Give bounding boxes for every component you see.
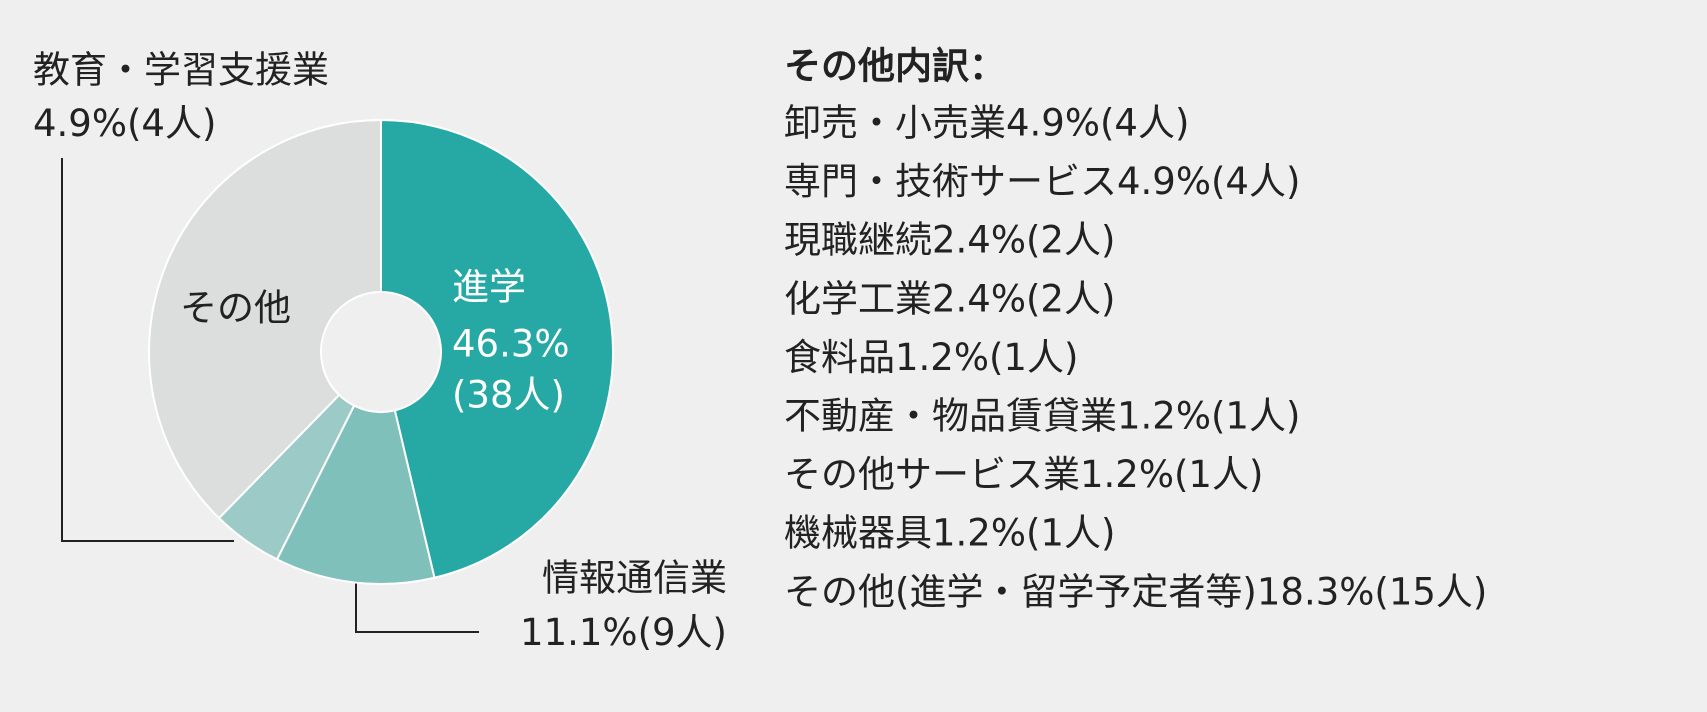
count-label: (38人) bbox=[452, 374, 565, 417]
leader-line bbox=[61, 158, 234, 542]
value-label: 11.1%(9人) bbox=[520, 611, 727, 654]
breakdown-item: 食料品1.2%(1人) bbox=[784, 336, 1078, 379]
donut-slice bbox=[148, 118, 382, 520]
count-label: (4人) bbox=[127, 102, 216, 145]
slice-label: その他 bbox=[180, 287, 291, 330]
value-label: 46.3% bbox=[452, 323, 570, 366]
donut-slice bbox=[275, 404, 436, 585]
slice-label: 情報通信業 bbox=[542, 557, 727, 600]
breakdown-item: 専門・技術サービス4.9%(4人) bbox=[784, 160, 1300, 203]
breakdown-item: 機械器具1.2%(1人) bbox=[784, 512, 1115, 555]
donut-slice bbox=[380, 118, 614, 579]
leader-line bbox=[355, 583, 479, 633]
value-label: 4.9% bbox=[33, 102, 127, 145]
breakdown-item: その他サービス業1.2%(1人) bbox=[784, 453, 1263, 496]
breakdown-item: 卸売・小売業4.9%(4人) bbox=[784, 102, 1189, 145]
breakdown-item: 不動産・物品賃貸業1.2%(1人) bbox=[784, 395, 1300, 438]
breakdown-title: その他内訳： bbox=[784, 45, 1006, 88]
slice-label: 進学 bbox=[452, 266, 526, 309]
value-label: 11.1% bbox=[520, 611, 638, 654]
breakdown-item: 現職継続2.4%(2人) bbox=[784, 219, 1115, 262]
slice-label: 教育・学習支援業 bbox=[33, 49, 329, 92]
breakdown-list: 卸売・小売業4.9%(4人) 専門・技術サービス4.9%(4人) 現職継続2.4%(… bbox=[784, 102, 1487, 614]
value-label: 4.9%(4人) bbox=[33, 102, 216, 145]
count-label: (9人) bbox=[638, 611, 727, 654]
breakdown-item: その他(進学・留学予定者等)18.3%(15人) bbox=[784, 570, 1487, 613]
breakdown-item: 化学工業2.4%(2人) bbox=[784, 277, 1115, 320]
